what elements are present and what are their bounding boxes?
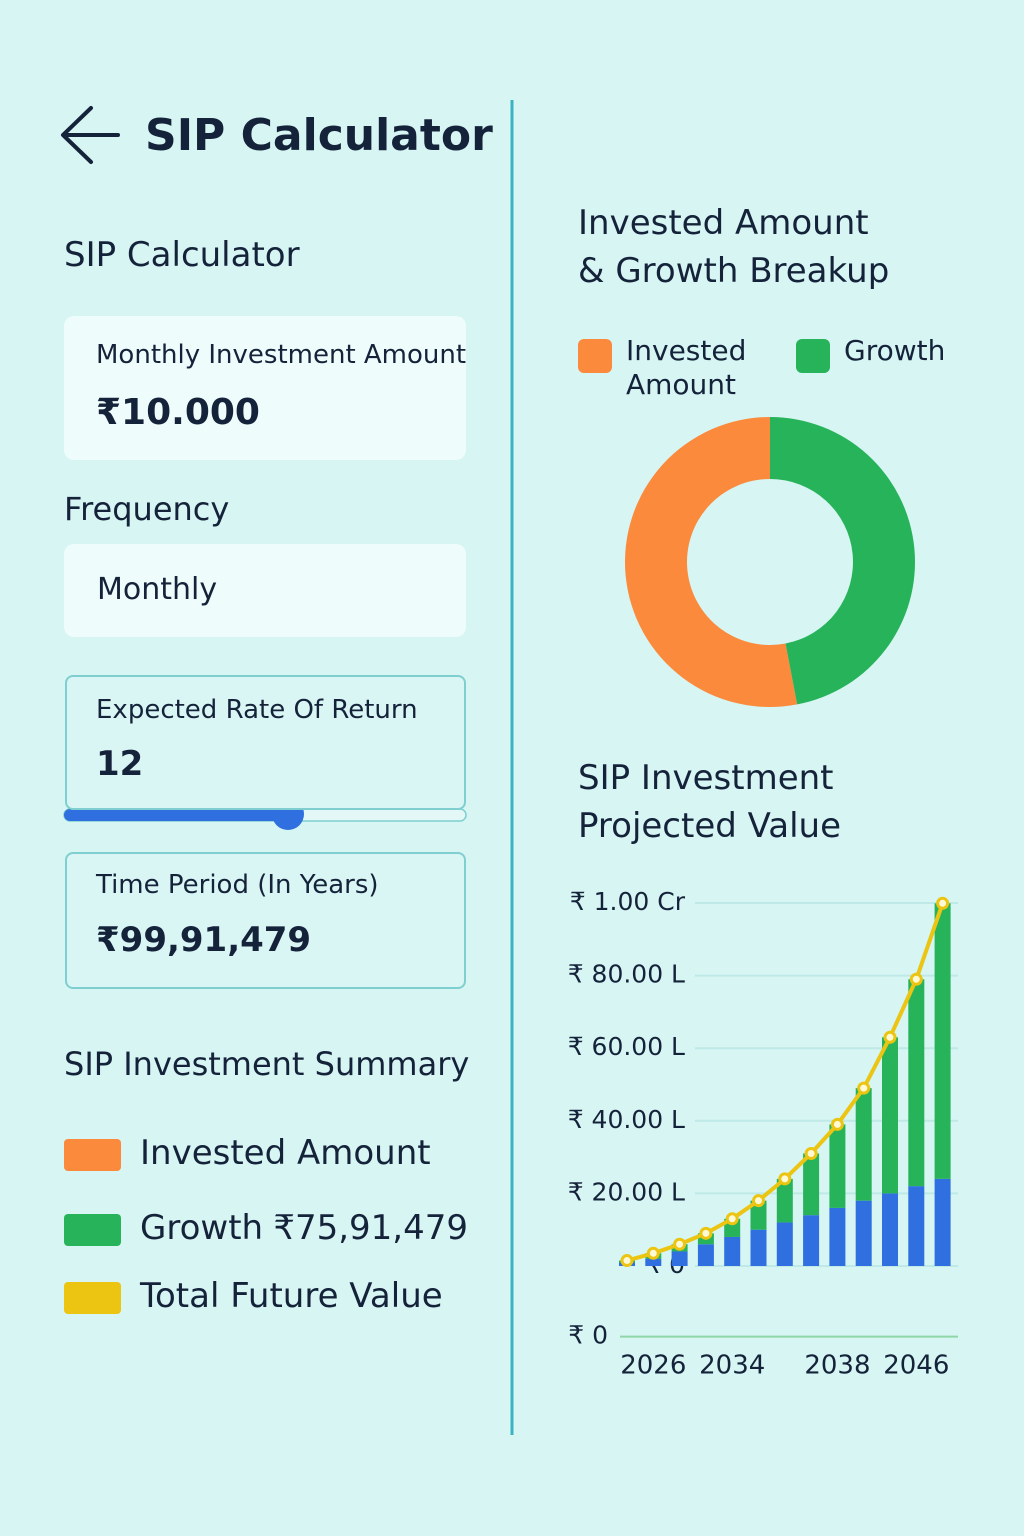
legend-label: Invested Amount <box>140 1133 431 1173</box>
field-value: ₹10.000 <box>96 392 260 433</box>
bar-segment <box>908 979 925 1187</box>
legend-swatch <box>64 1282 121 1314</box>
line-marker <box>778 1172 792 1186</box>
period-card[interactable] <box>65 852 466 989</box>
donut-slice <box>770 417 915 705</box>
bar-segment <box>908 1186 925 1266</box>
y-tick-label: ₹ 80.00 L <box>568 960 685 989</box>
bar-segment <box>855 1200 872 1266</box>
bar-segment <box>882 1037 898 1194</box>
bar-segment <box>882 1193 898 1266</box>
field-label: Frequency <box>64 490 230 528</box>
legend-label: Total Future Value <box>140 1276 443 1316</box>
bar-segment <box>803 1215 820 1266</box>
line-marker <box>699 1226 713 1240</box>
line-marker <box>883 1030 897 1044</box>
line-marker <box>673 1237 687 1251</box>
line-marker <box>830 1117 844 1131</box>
bar-segment <box>750 1200 767 1230</box>
bar-segment <box>934 1178 951 1266</box>
bar-segment <box>671 1251 688 1266</box>
field-value: 12 <box>96 744 144 784</box>
y-tick-label: ₹ 20.00 L <box>568 1177 685 1206</box>
bar-segment <box>829 1207 846 1266</box>
page-title: SIP Calculator <box>145 110 493 161</box>
bar-segment <box>645 1258 662 1266</box>
legend-swatch <box>64 1214 121 1246</box>
chart-title: SIP Investment Projected Value <box>578 758 842 846</box>
field-value: ₹99,91,479 <box>96 920 312 960</box>
y-tick-label: ₹ 60.00 L <box>568 1032 685 1061</box>
y-tick-label: ₹ 1.00 Cr <box>570 887 686 916</box>
field-label: Expected Rate Of Return <box>96 695 418 725</box>
line-marker <box>646 1246 660 1260</box>
line-marker <box>620 1254 634 1268</box>
slider-fill <box>64 809 288 821</box>
legend-swatch <box>578 339 612 373</box>
field-label: Monthly Investment Amount <box>96 340 467 370</box>
line-marker <box>857 1081 871 1095</box>
legend-label: Growth <box>844 334 946 367</box>
legend-swatch <box>796 339 830 373</box>
bar-segment <box>697 1244 714 1266</box>
bar-segment <box>776 1178 793 1223</box>
line-marker <box>725 1212 739 1226</box>
x-tick-label: 2034 <box>699 1351 765 1381</box>
bar-segment <box>829 1124 846 1208</box>
legend-swatch <box>64 1139 121 1171</box>
legend-label: Invested Amount <box>626 334 747 401</box>
line-marker <box>752 1194 765 1208</box>
chart-title: Invested Amount & Growth Breakup <box>578 203 890 291</box>
line-marker <box>936 896 950 910</box>
rate-card[interactable] <box>65 675 466 810</box>
bar-segment <box>776 1222 793 1266</box>
bar-segment <box>934 903 951 1179</box>
x-tick-label: 2026 <box>620 1351 686 1381</box>
summary-heading: SIP Investment Summary <box>64 1045 470 1083</box>
line-marker <box>804 1146 818 1160</box>
bar-segment <box>750 1229 767 1266</box>
donut-slice <box>624 417 798 707</box>
line-marker <box>909 972 923 986</box>
bar-segment <box>855 1088 872 1201</box>
legend-label: Growth <box>140 1208 264 1248</box>
legend-value: ₹75,91,479 <box>273 1208 468 1248</box>
back-arrow[interactable] <box>61 106 120 164</box>
y-tick-label: ₹ 40.00 L <box>568 1105 685 1134</box>
amount-card[interactable] <box>64 316 466 460</box>
x-tick-label: 2046 <box>883 1351 949 1381</box>
field-value: Monthly <box>97 572 218 607</box>
frequency-card[interactable] <box>64 544 466 637</box>
bar-segment <box>803 1153 820 1216</box>
bar-segment <box>724 1236 741 1266</box>
x-tick-label: 2038 <box>804 1351 870 1381</box>
y-axis-floor-label: ₹ 0 <box>568 1321 608 1350</box>
field-label: Time Period (In Years) <box>96 870 379 900</box>
form-heading: SIP Calculator <box>64 235 300 275</box>
